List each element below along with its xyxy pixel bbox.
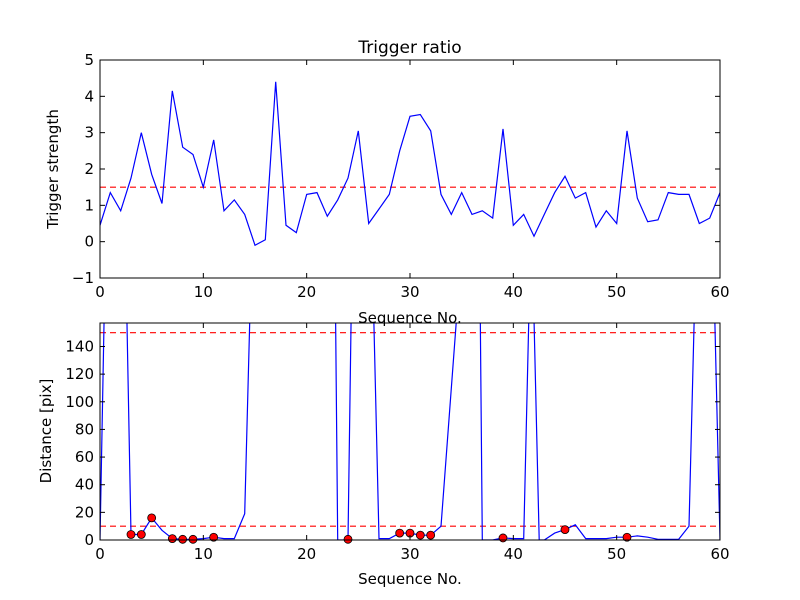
data-point-marker: [178, 534, 188, 544]
y-tick-label: 0: [84, 531, 94, 549]
x-tick-label: 30: [400, 283, 419, 301]
x-tick-label: 60: [710, 283, 729, 301]
y-tick-label: −1: [72, 269, 94, 287]
x-tick-label: 0: [95, 545, 105, 563]
y-tick-label: 20: [75, 503, 94, 521]
data-point-marker: [136, 530, 146, 539]
series-line: [100, 323, 720, 540]
x-tick-label: 20: [297, 283, 316, 301]
y-axis-label: Trigger strength: [44, 109, 62, 230]
y-tick-label: 100: [65, 393, 94, 411]
x-tick-label: 30: [400, 545, 419, 563]
distance-axes-frame: [99, 322, 721, 541]
y-tick-label: 140: [65, 337, 94, 355]
data-point-marker: [167, 534, 177, 544]
chart-title: Trigger ratio: [357, 38, 461, 58]
y-tick-label: 5: [84, 51, 94, 69]
plot-clip: [100, 323, 720, 540]
x-tick-label: 10: [194, 545, 213, 563]
series-line: [100, 81, 720, 247]
y-tick-label: 4: [84, 87, 94, 105]
y-tick-label: 80: [75, 420, 94, 438]
y-tick-label: 2: [84, 160, 94, 178]
y-tick-label: 0: [84, 233, 94, 251]
y-tick-label: 3: [84, 124, 94, 142]
data-point-marker: [209, 532, 219, 542]
x-tick-label: 10: [194, 283, 213, 301]
trigger-plot-area: [100, 81, 720, 247]
distance-chart: 0 10 20 30 40 50 60 0 20 40 60 80 100 120 140 Sequence…: [37, 322, 730, 588]
data-point-marker: [498, 533, 508, 543]
data-point-marker: [415, 530, 425, 540]
y-axis-label: Distance [pix]: [37, 379, 55, 484]
x-tick-label: 50: [607, 283, 626, 301]
x-axis-label: Sequence No.: [358, 570, 462, 588]
data-point-marker: [126, 530, 136, 539]
data-point-marker: [395, 528, 405, 538]
x-tick-label: 0: [95, 283, 105, 301]
data-point-marker: [188, 534, 198, 544]
data-point-marker: [560, 525, 570, 535]
x-tick-label: 60: [710, 545, 729, 563]
data-point-marker: [426, 530, 436, 540]
data-point-marker: [147, 513, 157, 523]
data-point-marker: [622, 532, 632, 542]
x-tick-label: 40: [504, 283, 523, 301]
plot-clip: [100, 81, 720, 247]
data-point-marker: [343, 534, 353, 544]
y-tick-label: 1: [84, 196, 94, 214]
y-tick-label: 60: [75, 448, 94, 466]
distance-plot-area: [100, 323, 720, 544]
x-tick-label: 40: [504, 545, 523, 563]
distance-ticks: 0 10 20 30 40 50 60 0 20 40 60 80 100 120 140: [65, 323, 730, 563]
y-tick-label: 40: [75, 476, 94, 494]
x-tick-label: 50: [607, 545, 626, 563]
x-tick-label: 20: [297, 545, 316, 563]
trigger-axes-frame: [99, 59, 721, 279]
y-tick-label: 120: [65, 365, 94, 383]
